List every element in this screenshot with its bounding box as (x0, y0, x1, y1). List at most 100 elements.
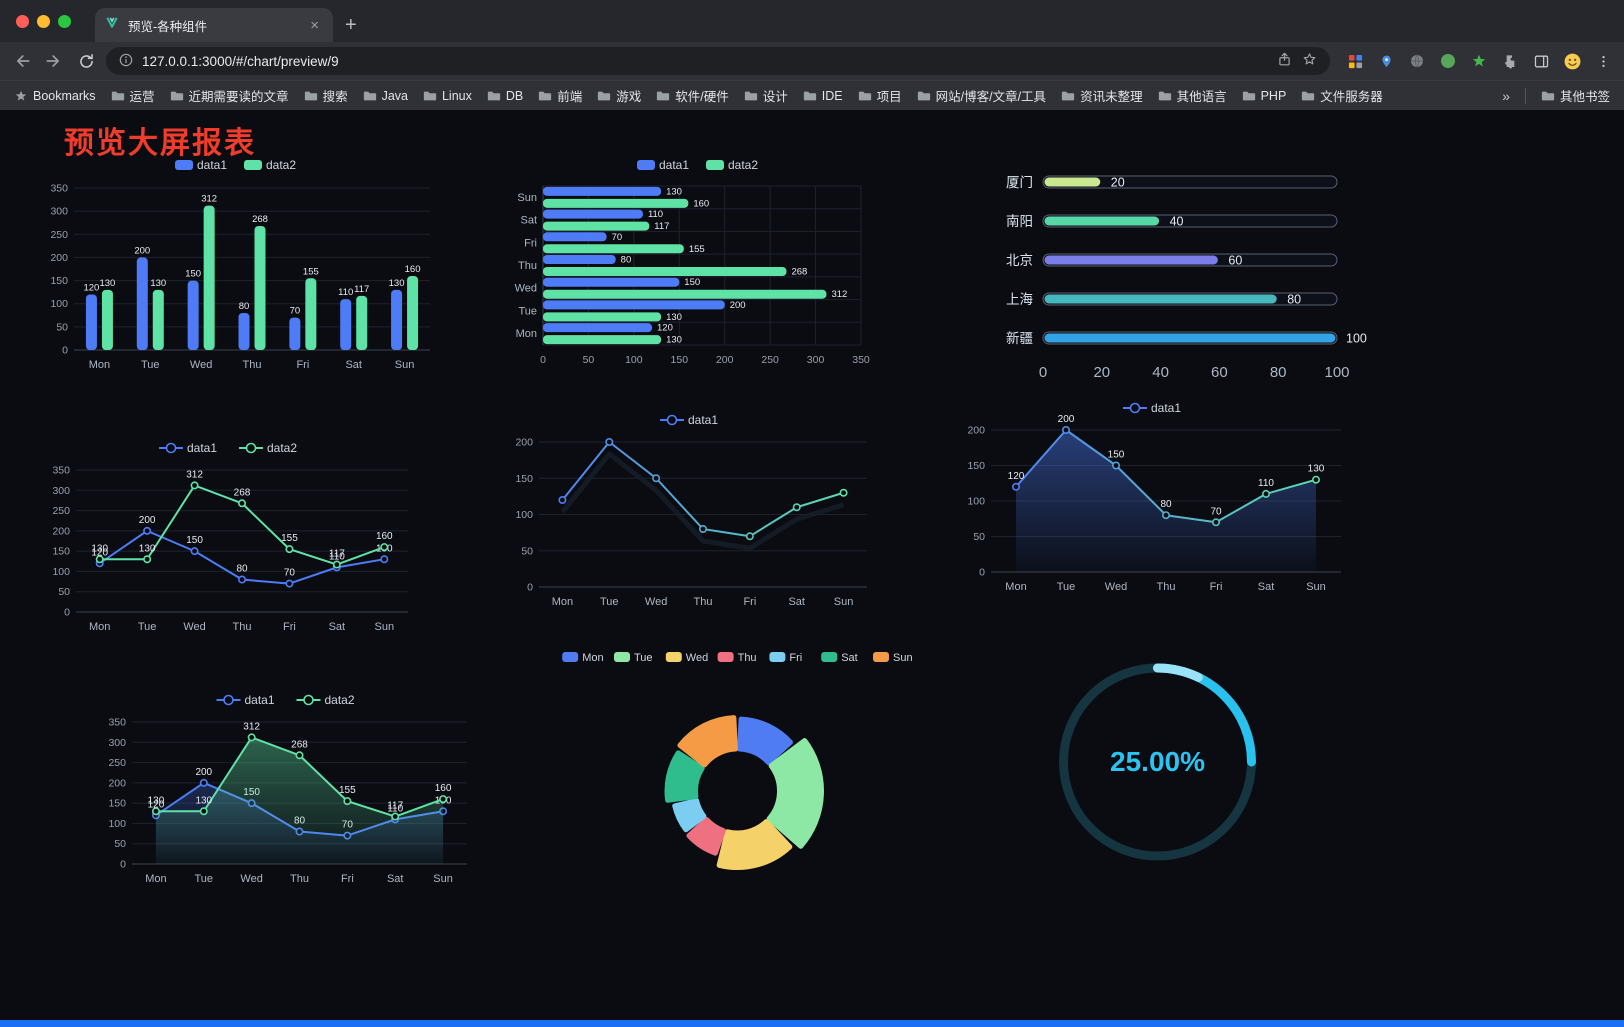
bookmark-item[interactable]: 前端 (538, 86, 582, 105)
tab-title: 预览-各种组件 (128, 19, 208, 34)
bookmark-star-icon[interactable] (1301, 51, 1318, 71)
location-pin-icon[interactable] (1375, 50, 1397, 72)
back-icon[interactable] (10, 49, 34, 73)
minimize-window-button[interactable] (37, 14, 50, 28)
svg-text:130: 130 (99, 278, 115, 289)
svg-text:Thu: Thu (290, 873, 309, 885)
svg-text:Sat: Sat (387, 873, 404, 885)
bookmark-item[interactable]: 其他语言 (1158, 86, 1227, 105)
svg-text:160: 160 (435, 783, 452, 794)
svg-text:data1: data1 (187, 441, 217, 455)
bookmark-item[interactable]: Java (363, 89, 408, 103)
bookmark-label: Bookmarks (33, 88, 96, 103)
share-icon[interactable] (1276, 51, 1293, 71)
browser-tab[interactable]: 预览-各种组件 × (95, 8, 333, 42)
svg-text:Sat: Sat (841, 652, 858, 664)
svg-text:Thu: Thu (738, 652, 757, 664)
svg-text:80: 80 (1287, 293, 1301, 307)
svg-text:Tue: Tue (195, 873, 214, 885)
bookmark-item[interactable]: 设计 (744, 86, 788, 105)
bookmark-label: 游戏 (616, 90, 642, 104)
svg-text:50: 50 (58, 586, 70, 598)
bookmark-item-bookmarks[interactable]: Bookmarks (14, 89, 96, 103)
svg-text:0: 0 (1039, 364, 1047, 381)
svg-text:data1: data1 (1151, 401, 1181, 415)
svg-text:Wed: Wed (1105, 581, 1127, 593)
address-bar[interactable]: 127.0.0.1:3000/#/chart/preview/9 (106, 47, 1330, 75)
svg-text:70: 70 (1210, 506, 1222, 517)
extension-grid-icon[interactable] (1344, 50, 1366, 72)
svg-text:117: 117 (354, 284, 369, 295)
svg-text:Mon: Mon (1005, 581, 1026, 593)
bookmark-item[interactable]: 运营 (111, 86, 155, 105)
svg-text:268: 268 (291, 739, 308, 750)
svg-text:Sat: Sat (345, 359, 362, 371)
svg-text:200: 200 (716, 354, 734, 366)
reload-icon[interactable] (74, 49, 98, 73)
folder-icon (803, 91, 816, 100)
bookmark-item[interactable]: IDE (803, 89, 843, 103)
star-extension-icon[interactable] (1468, 50, 1490, 72)
svg-text:150: 150 (52, 546, 70, 558)
svg-text:150: 150 (967, 460, 985, 472)
puzzle-extensions-icon[interactable] (1499, 50, 1521, 72)
bookmark-item[interactable]: Linux (423, 89, 472, 103)
svg-text:160: 160 (693, 198, 709, 209)
svg-text:150: 150 (50, 275, 68, 287)
svg-text:data1: data1 (659, 158, 689, 172)
tab-close-icon[interactable]: × (310, 16, 319, 34)
svg-text:200: 200 (730, 300, 746, 311)
bookmark-label: Linux (441, 88, 472, 103)
bookmark-item-other[interactable]: 其他书签 (1541, 86, 1610, 105)
svg-text:50: 50 (973, 531, 985, 543)
profile-avatar[interactable] (1561, 50, 1583, 72)
percent-gauge-chart: 25.00% (1035, 642, 1280, 882)
bookmark-item[interactable]: 近期需要读的文章 (170, 86, 289, 105)
folder-icon (1242, 91, 1255, 100)
zoom-window-button[interactable] (58, 14, 71, 28)
svg-text:80: 80 (236, 564, 248, 575)
green-dot-extension-icon[interactable] (1437, 50, 1459, 72)
globe-extension-icon[interactable] (1406, 50, 1428, 72)
side-panel-icon[interactable] (1530, 50, 1552, 72)
svg-text:80: 80 (621, 255, 632, 266)
bookmark-item[interactable]: 资讯未整理 (1061, 86, 1143, 105)
bookmark-item[interactable]: DB (487, 89, 523, 103)
svg-text:100: 100 (1324, 364, 1349, 381)
page-title: 预览大屏报表 (64, 127, 256, 160)
close-window-button[interactable] (16, 14, 29, 28)
svg-text:0: 0 (540, 354, 546, 366)
svg-text:Thu: Thu (233, 621, 252, 633)
bookmark-item[interactable]: 游戏 (597, 86, 641, 105)
svg-text:110: 110 (387, 803, 403, 814)
folder-icon (363, 91, 376, 100)
svg-text:155: 155 (303, 266, 319, 277)
svg-text:Thu: Thu (518, 260, 537, 272)
bookmark-item[interactable]: 文件服务器 (1301, 86, 1383, 105)
svg-text:150: 150 (108, 798, 126, 810)
bookmarks-bar: Bookmarks 运营 近期需要读的文章 搜索 Java Linux DB 前端 游戏 软件/… (0, 80, 1624, 110)
forward-icon[interactable] (42, 49, 66, 73)
svg-text:Fri: Fri (524, 237, 537, 249)
menu-kebab-icon[interactable] (1592, 50, 1614, 72)
svg-text:Tue: Tue (600, 596, 619, 608)
tab-favicon (105, 15, 120, 35)
svg-text:130: 130 (666, 186, 682, 197)
svg-text:130: 130 (666, 312, 682, 323)
svg-text:Sun: Sun (834, 596, 854, 608)
bookmark-item[interactable]: 搜索 (304, 86, 348, 105)
bookmark-item[interactable]: 网站/博客/文章/工具 (917, 86, 1046, 105)
svg-text:150: 150 (186, 535, 203, 546)
toolbar-extensions-area (1338, 50, 1614, 72)
svg-text:50: 50 (56, 321, 68, 333)
svg-text:130: 130 (1308, 464, 1325, 475)
svg-text:data1: data1 (245, 693, 275, 707)
svg-text:Sat: Sat (1258, 581, 1275, 593)
new-tab-button[interactable]: + (345, 13, 357, 36)
bookmark-item[interactable]: PHP (1242, 89, 1286, 103)
svg-text:300: 300 (807, 354, 825, 366)
bookmark-item[interactable]: 项目 (858, 86, 902, 105)
bookmark-item[interactable]: 软件/硬件 (656, 86, 729, 105)
site-info-icon[interactable] (118, 52, 134, 71)
bookmarks-overflow-chevron[interactable]: » (1502, 87, 1510, 104)
